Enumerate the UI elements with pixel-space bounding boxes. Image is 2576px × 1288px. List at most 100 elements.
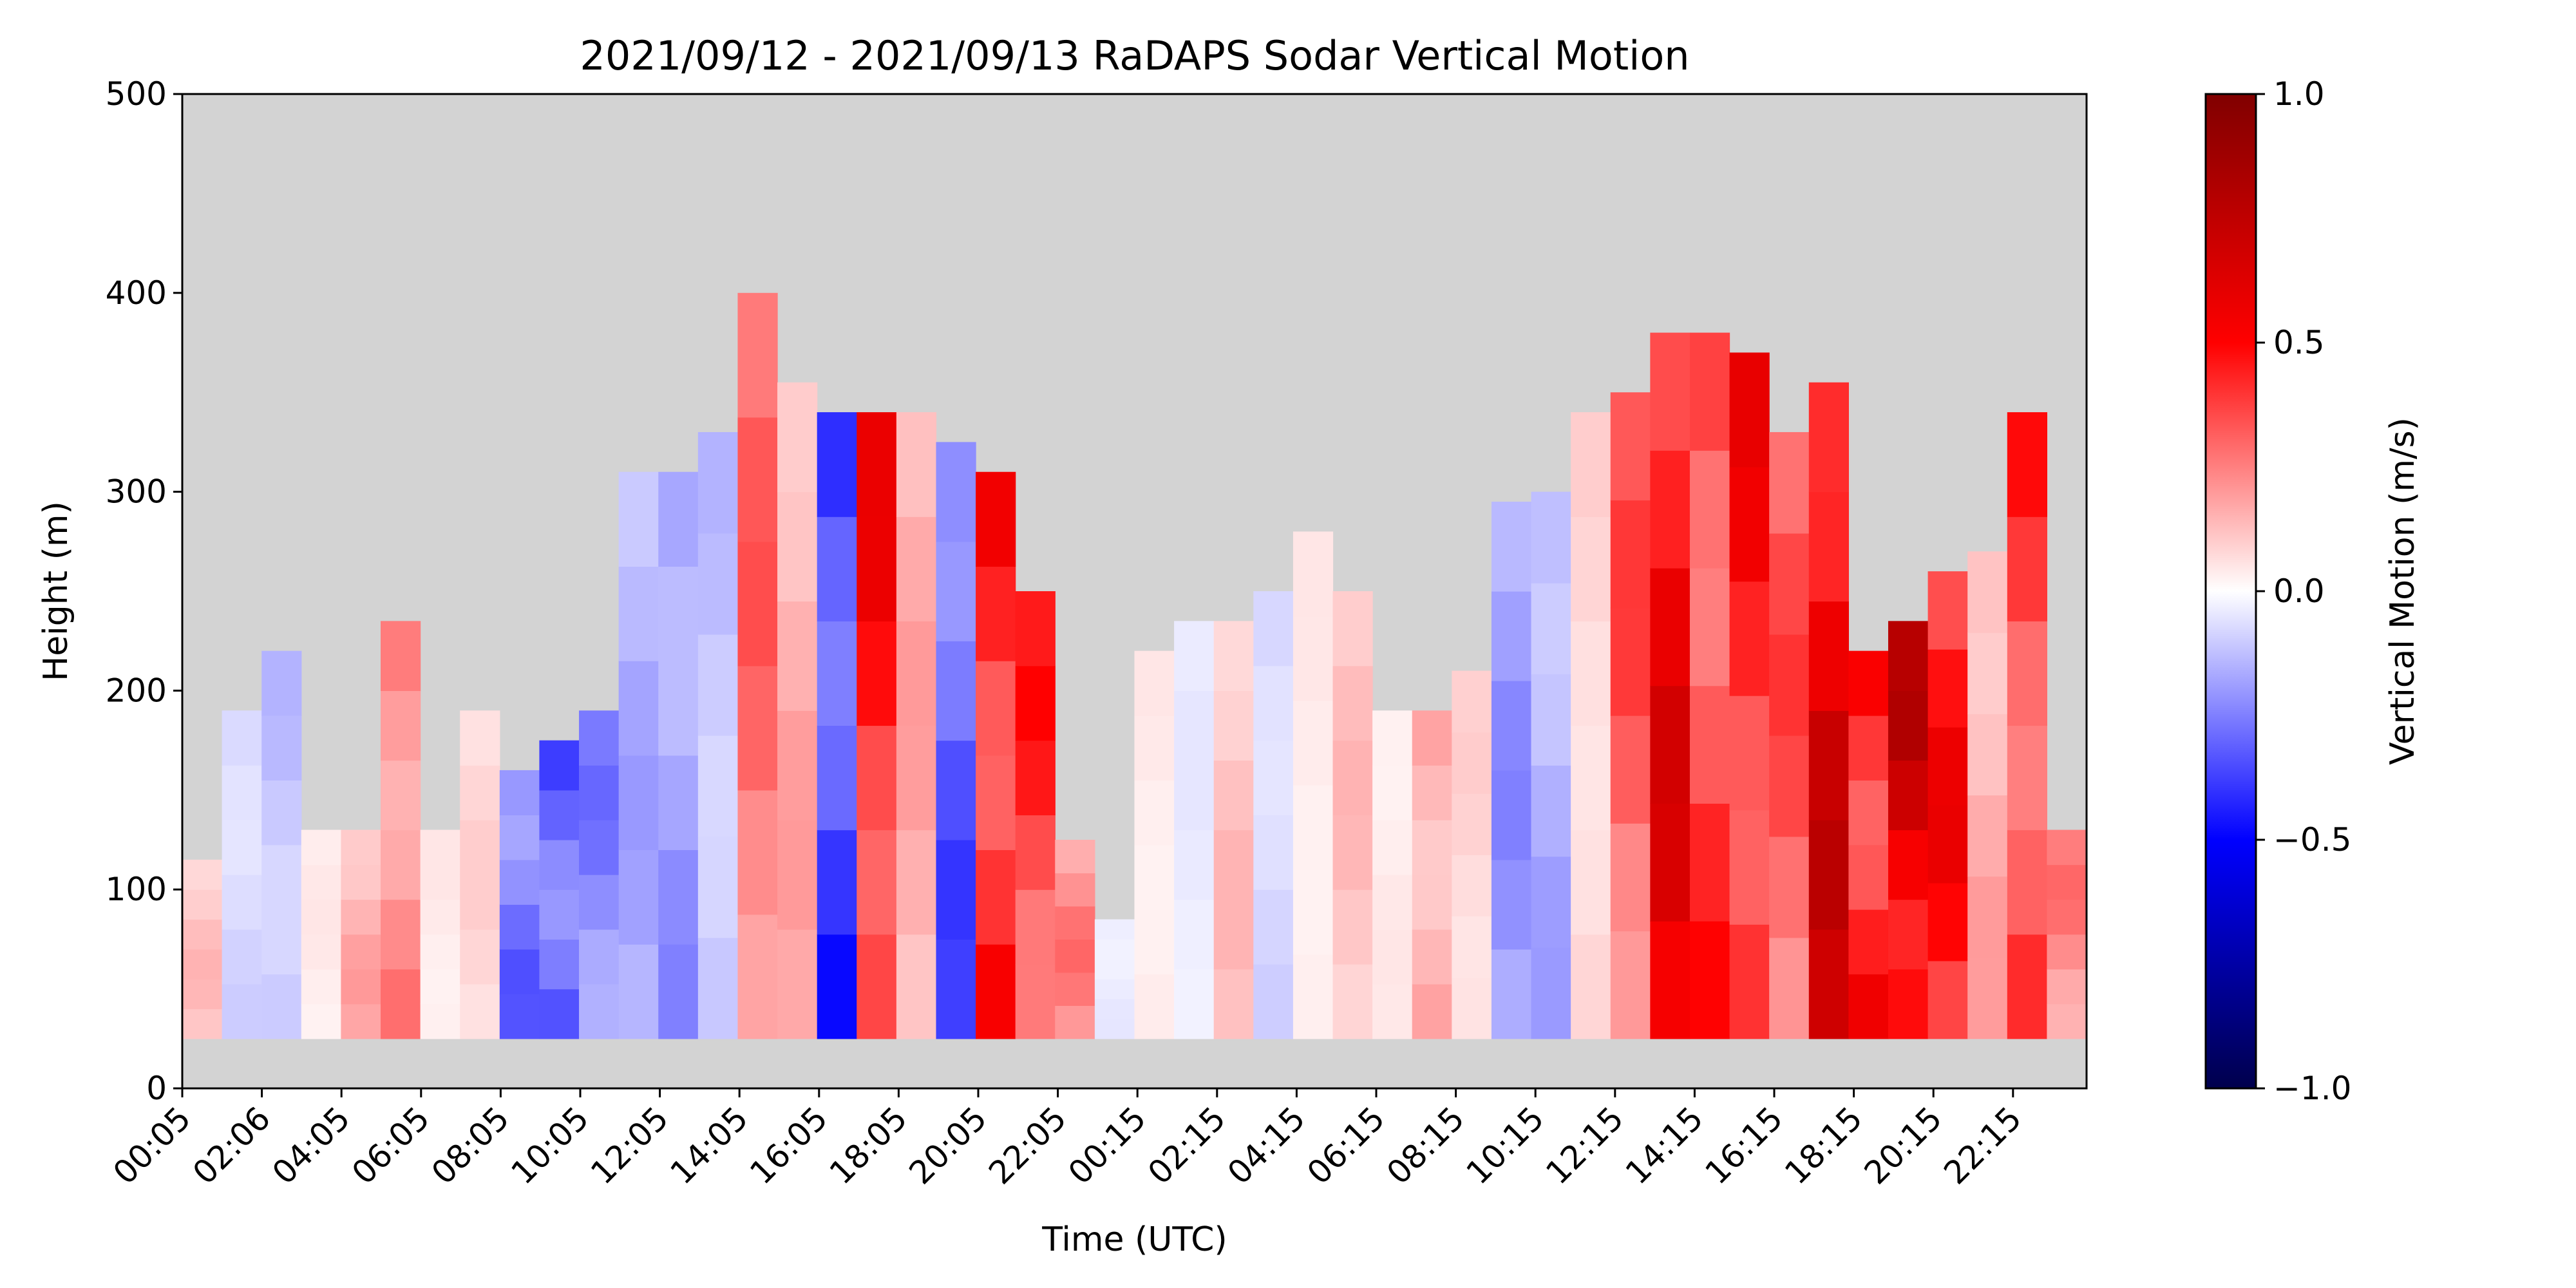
data-cell — [1094, 959, 1135, 980]
data-cell — [539, 889, 580, 940]
data-cell — [1571, 412, 1611, 517]
y-tick-label: 300 — [106, 473, 167, 511]
data-cell — [539, 939, 580, 990]
data-cell — [381, 690, 421, 761]
data-cell — [777, 382, 818, 493]
data-cell — [460, 765, 500, 820]
data-cell — [1610, 607, 1651, 716]
data-cell — [1729, 924, 1770, 1039]
data-cell — [697, 533, 739, 635]
data-cell — [182, 949, 223, 980]
data-cell — [1927, 649, 1968, 728]
data-cell — [1332, 591, 1373, 667]
data-cell — [618, 661, 659, 756]
data-cell — [381, 969, 421, 1039]
data-cell — [301, 829, 342, 866]
data-cell — [1848, 909, 1889, 975]
data-cell — [737, 914, 778, 1039]
data-cell — [618, 566, 659, 661]
data-cell — [1332, 740, 1373, 815]
data-cell — [1650, 332, 1690, 451]
data-cell — [499, 859, 540, 905]
data-cell — [1689, 803, 1730, 922]
data-cell — [976, 849, 1016, 945]
data-cell — [658, 849, 699, 945]
data-cell — [697, 836, 739, 938]
colorbar — [2204, 93, 2257, 1090]
data-cell — [1531, 856, 1571, 948]
data-cell — [1174, 829, 1215, 900]
data-cell — [1729, 581, 1770, 696]
data-cell — [1571, 725, 1611, 831]
data-cell — [420, 864, 460, 900]
data-cell — [460, 875, 500, 930]
data-cell — [381, 760, 421, 831]
data-cell — [1452, 855, 1492, 916]
x-tick-label: 12:05 — [583, 1099, 676, 1191]
data-cell — [1055, 905, 1095, 940]
data-cell — [301, 864, 342, 900]
y-tick-label: 200 — [106, 672, 167, 709]
data-cell — [1927, 804, 1968, 884]
data-cell — [1650, 803, 1690, 922]
data-cell — [460, 929, 500, 985]
data-cell — [579, 929, 620, 985]
colorbar-label: Vertical Motion (m/s) — [2383, 417, 2422, 765]
data-cell — [737, 665, 778, 791]
data-cell — [1253, 665, 1294, 741]
data-cell — [817, 829, 857, 935]
data-cell — [1888, 690, 1929, 761]
data-cell — [1650, 567, 1690, 687]
data-cell — [777, 601, 818, 711]
colorbar-tick-label: 0.5 — [2273, 324, 2325, 361]
x-tick-label: 18:15 — [1777, 1099, 1870, 1191]
data-cell — [261, 909, 302, 975]
data-cell — [301, 899, 342, 935]
data-cell — [1491, 680, 1532, 771]
data-cell — [896, 621, 937, 726]
data-cell — [1412, 929, 1452, 985]
data-cell — [1610, 931, 1651, 1039]
data-cell — [1015, 889, 1056, 965]
data-cell — [460, 820, 500, 875]
data-cell — [341, 1003, 381, 1039]
chart-title: 2021/09/12 - 2021/09/13 RaDAPS Sodar Ver… — [580, 32, 1689, 79]
data-cell — [1412, 875, 1452, 930]
colorbar-axis: −1.0 −0.5 0.0 0.5 1.0 — [2256, 75, 2351, 1107]
data-cell — [936, 442, 976, 542]
data-cell — [420, 829, 460, 866]
data-cell — [1055, 1005, 1095, 1039]
data-cell — [499, 815, 540, 860]
y-axis-label: Height (m) — [37, 501, 75, 681]
data-cell — [976, 566, 1016, 661]
data-cell — [1689, 921, 1730, 1039]
x-tick-label: 20:05 — [902, 1099, 994, 1191]
data-cell — [737, 417, 778, 542]
data-cell — [1055, 939, 1095, 973]
data-cell — [1293, 954, 1334, 1039]
data-cell — [1927, 571, 1968, 650]
data-cell — [936, 939, 976, 1039]
data-cell — [1293, 531, 1334, 617]
data-cell — [1571, 516, 1611, 621]
data-cell — [1174, 969, 1215, 1039]
data-cell — [1689, 567, 1730, 687]
x-tick-label: 08:05 — [424, 1099, 516, 1191]
data-cell — [1967, 876, 2008, 958]
data-cell — [222, 820, 262, 875]
data-cell — [1848, 844, 1889, 910]
data-cell — [1015, 591, 1056, 667]
data-cell — [1650, 450, 1690, 569]
data-cell — [1491, 591, 1532, 681]
data-cell — [1769, 836, 1810, 938]
data-cell — [1808, 491, 1849, 602]
data-cell — [222, 983, 262, 1039]
data-cell — [1452, 916, 1492, 978]
data-cell — [1808, 929, 1849, 1039]
data-cell — [1015, 740, 1056, 815]
y-axis: 0 100 200 300 400 500 — [106, 75, 182, 1107]
data-cell — [222, 875, 262, 930]
data-cell — [1412, 820, 1452, 875]
data-cell — [1848, 780, 1889, 846]
